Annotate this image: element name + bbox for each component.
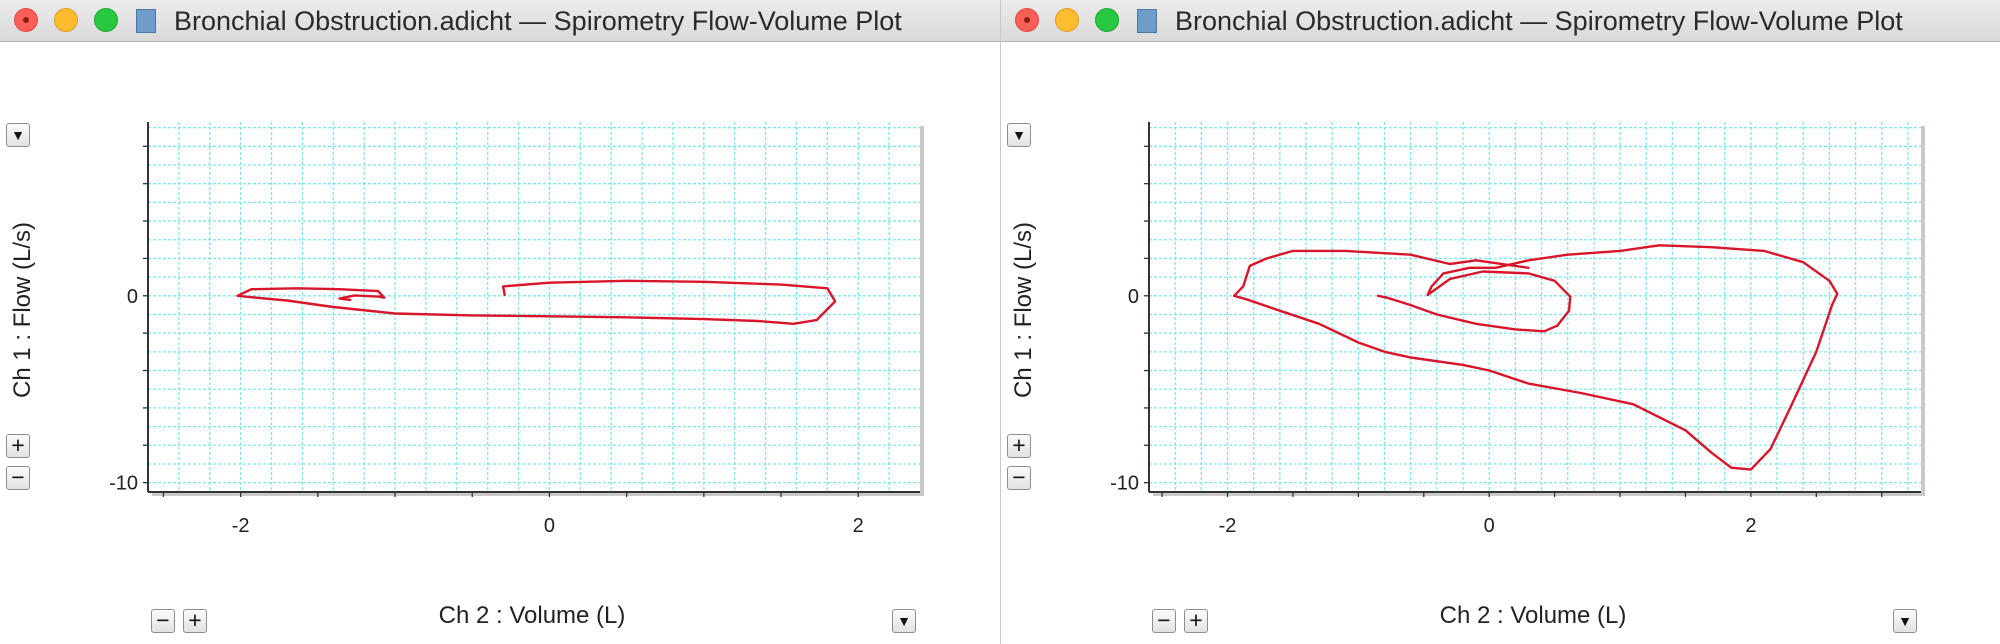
y-zoom-in-button[interactable]: + bbox=[1007, 434, 1031, 458]
title-bar[interactable]: Bronchial Obstruction.adicht — Spirometr… bbox=[1001, 0, 2000, 42]
minimize-window-button[interactable] bbox=[1055, 8, 1079, 32]
close-window-button[interactable] bbox=[14, 8, 38, 32]
y-axis-title: Ch 1 : Flow (L/s) bbox=[1010, 222, 1037, 398]
x-tick-label: 0 bbox=[1484, 515, 1495, 537]
x-zoom-in-button[interactable]: + bbox=[183, 609, 207, 633]
y-axis-menu-button[interactable]: ▼ bbox=[6, 123, 30, 147]
minimize-window-button[interactable] bbox=[54, 8, 78, 32]
x-zoom-out-button[interactable]: − bbox=[151, 609, 175, 633]
x-tick-label: -2 bbox=[1219, 515, 1237, 537]
y-zoom-in-button[interactable]: + bbox=[6, 434, 30, 458]
y-axis-menu-button[interactable]: ▼ bbox=[1007, 123, 1031, 147]
flow-volume-plot: -2 0 2 0 -10 Ch 2 : Volume (L) Ch 1 : Flow (L/… bbox=[9, 122, 924, 629]
x-tick-label: 2 bbox=[853, 515, 864, 537]
plot-area bbox=[1149, 122, 1921, 492]
title-bar[interactable]: Bronchial Obstruction.adicht — Spirometr… bbox=[0, 0, 1000, 42]
y-tick-label: 0 bbox=[1128, 286, 1139, 308]
x-zoom-in-button[interactable]: + bbox=[1184, 609, 1208, 633]
x-axis-menu-button[interactable]: ▼ bbox=[1893, 609, 1917, 633]
zoom-window-button[interactable] bbox=[94, 8, 118, 32]
document-icon bbox=[136, 9, 156, 33]
x-tick-label: 0 bbox=[544, 515, 555, 537]
y-tick-label: 0 bbox=[127, 286, 138, 308]
window-title: Bronchial Obstruction.adicht — Spirometr… bbox=[174, 6, 902, 36]
x-axis-title: Ch 2 : Volume (L) bbox=[1440, 602, 1627, 629]
x-tick-label: 2 bbox=[1745, 515, 1756, 537]
x-zoom-out-button[interactable]: − bbox=[1152, 609, 1176, 633]
y-tick-label: -10 bbox=[1110, 473, 1139, 495]
close-window-button[interactable] bbox=[1015, 8, 1039, 32]
zoom-window-button[interactable] bbox=[1095, 8, 1119, 32]
y-axis-title: Ch 1 : Flow (L/s) bbox=[9, 222, 36, 398]
flow-volume-trace bbox=[1232, 244, 1839, 471]
flow-volume-plot: -2 0 2 0 -10 Ch 2 : Volume (L) Ch 1 : Flow (L/… bbox=[1010, 122, 1925, 629]
x-tick-label: -2 bbox=[232, 515, 250, 537]
y-tick-label: -10 bbox=[109, 473, 138, 495]
plot-area bbox=[148, 122, 920, 492]
flow-volume-window-1: Bronchial Obstruction.adicht — Spirometr… bbox=[0, 0, 1000, 633]
document-icon bbox=[1137, 9, 1157, 33]
flow-volume-window-2: Bronchial Obstruction.adicht — Spirometr… bbox=[1000, 0, 2000, 644]
y-zoom-out-button[interactable]: − bbox=[6, 466, 30, 490]
y-zoom-out-button[interactable]: − bbox=[1007, 466, 1031, 490]
flow-volume-trace bbox=[236, 279, 837, 325]
x-axis-title: Ch 2 : Volume (L) bbox=[439, 602, 626, 629]
x-axis-menu-button[interactable]: ▼ bbox=[892, 609, 916, 633]
window-title: Bronchial Obstruction.adicht — Spirometr… bbox=[1175, 6, 1903, 36]
